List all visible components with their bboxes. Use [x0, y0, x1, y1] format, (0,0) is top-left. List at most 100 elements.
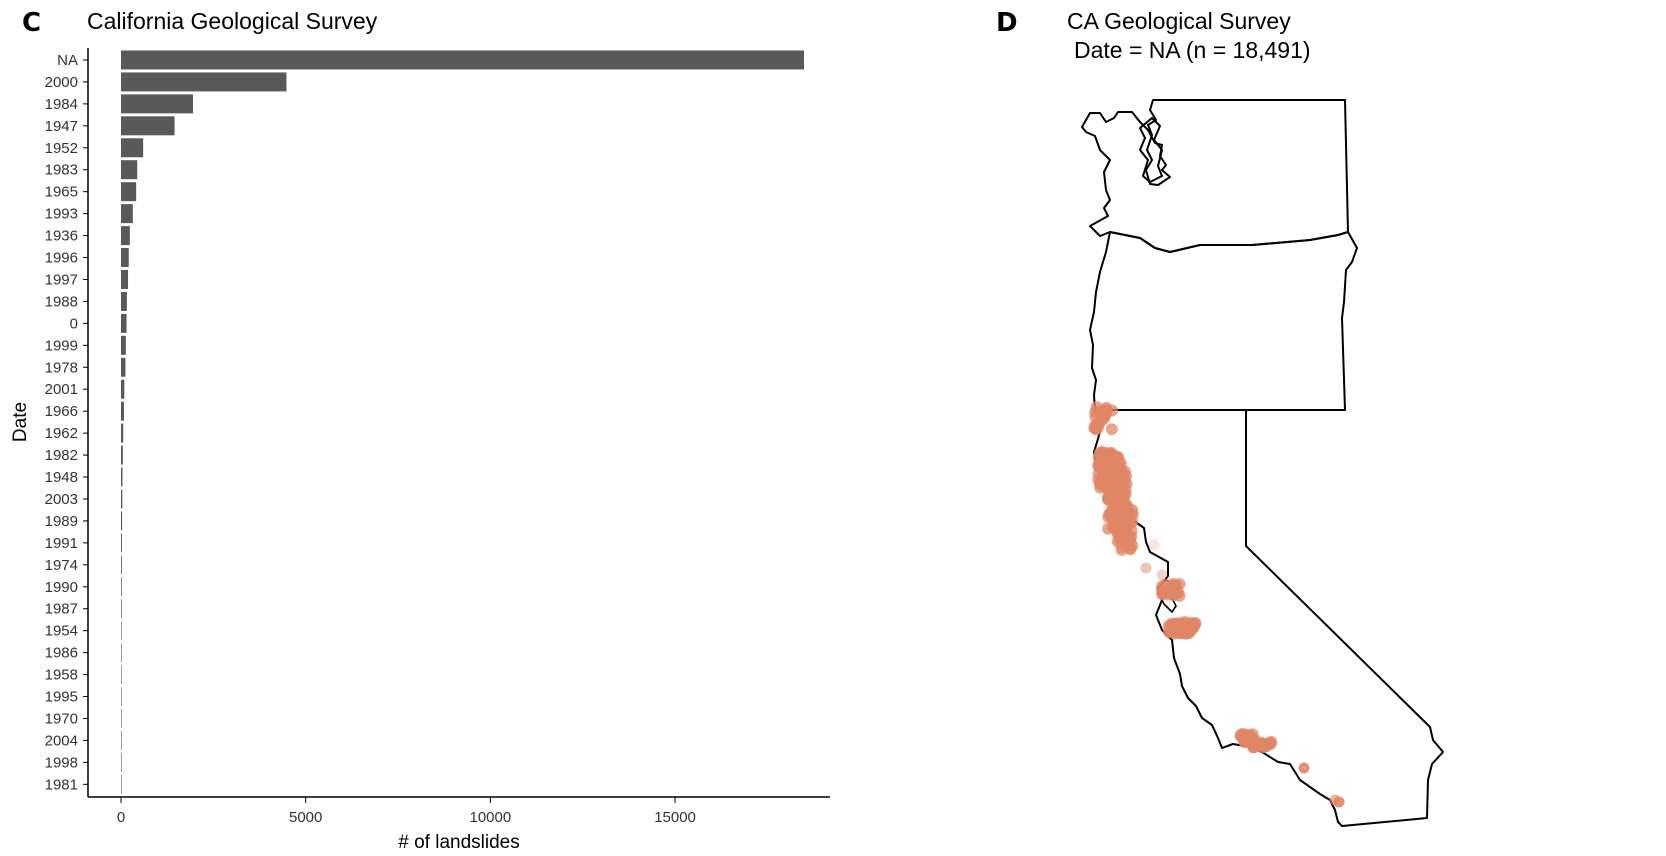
bar-1966 — [121, 401, 124, 421]
bar-1995 — [121, 687, 122, 707]
bar-NA — [121, 50, 804, 70]
bar-1948 — [121, 467, 123, 487]
x-axis-label: # of landslides — [398, 832, 519, 853]
landslide-point — [1140, 562, 1152, 574]
map-title-line1: CA Geological Survey — [1067, 8, 1291, 34]
x-tick-15000: 15000 — [654, 809, 696, 826]
landslide-point — [1329, 794, 1341, 806]
landslide-point — [1182, 627, 1195, 640]
landslide-point — [1108, 452, 1121, 465]
y-tick-1988: 1988 — [45, 293, 78, 310]
bar-1958 — [121, 665, 122, 685]
landslide-point — [1167, 578, 1180, 591]
bar-1996 — [121, 248, 129, 268]
y-tick-1996: 1996 — [45, 250, 78, 267]
bar-1983 — [121, 160, 138, 180]
bar-1987 — [121, 599, 122, 619]
bar-1990 — [121, 577, 122, 597]
y-axis-label: Date — [10, 402, 31, 442]
y-tick-1978: 1978 — [45, 359, 78, 376]
y-tick-1981: 1981 — [45, 776, 78, 793]
y-tick-1990: 1990 — [45, 579, 78, 596]
bar-1988 — [121, 291, 127, 311]
bar-1978 — [121, 357, 126, 377]
y-tick-1997: 1997 — [45, 271, 78, 288]
bar-1981 — [121, 774, 122, 794]
bar-0 — [121, 313, 127, 333]
landslide-point — [1189, 618, 1202, 631]
bar-1986 — [121, 643, 122, 663]
landslide-point — [1114, 478, 1127, 491]
landslide-points — [1088, 401, 1345, 808]
x-tick-10000: 10000 — [470, 809, 512, 826]
x-tick-labels: 0 5000 10000 15000 — [117, 797, 696, 826]
landslide-point — [1099, 446, 1112, 459]
y-tick-1936: 1936 — [45, 228, 78, 245]
map-west-coast — [1081, 99, 1444, 827]
bar-1974 — [121, 555, 122, 575]
y-tick-1965: 1965 — [45, 184, 78, 201]
washington-outline — [1081, 99, 1349, 253]
panel-d-letter: D — [996, 8, 1018, 38]
y-tick-1954: 1954 — [45, 623, 78, 640]
y-tick-1948: 1948 — [45, 469, 78, 486]
landslide-point — [1092, 460, 1105, 473]
bar-1982 — [121, 445, 123, 465]
landslide-point — [1265, 736, 1278, 749]
landslide-point — [1122, 538, 1135, 551]
bar-1984 — [121, 94, 194, 114]
y-tick-1958: 1958 — [45, 667, 78, 684]
y-tick-1952: 1952 — [45, 140, 78, 157]
map-title-line2: Date = NA (n = 18,491) — [1074, 37, 1311, 63]
bar-1993 — [121, 204, 133, 224]
y-tick-1983: 1983 — [45, 162, 78, 179]
landslide-point — [1156, 587, 1169, 600]
landslide-point — [1105, 423, 1118, 436]
bar-1954 — [121, 621, 122, 641]
y-tick-1947: 1947 — [45, 118, 78, 135]
y-tick-1989: 1989 — [45, 513, 78, 530]
bar-1998 — [121, 752, 122, 772]
puget-sound-outline — [1139, 117, 1163, 183]
x-tick-5000: 5000 — [289, 809, 322, 826]
bar-1989 — [121, 511, 123, 531]
y-tick-1962: 1962 — [45, 425, 78, 442]
bar-2001 — [121, 379, 125, 399]
y-tick-1974: 1974 — [45, 557, 78, 574]
california-outline — [1093, 409, 1444, 827]
bar-1952 — [121, 138, 144, 158]
bar-1962 — [121, 423, 124, 443]
bar-2003 — [121, 489, 123, 509]
y-tick-1970: 1970 — [45, 710, 78, 727]
bar-1936 — [121, 226, 130, 246]
y-tick-2001: 2001 — [45, 381, 78, 398]
y-tick-NA: NA — [57, 52, 78, 69]
bar-2000 — [121, 72, 287, 92]
landslide-point — [1156, 569, 1168, 581]
landslide-point — [1112, 508, 1125, 521]
landslide-point — [1256, 737, 1269, 750]
landslide-point — [1148, 539, 1160, 551]
landslide-point — [1099, 409, 1112, 422]
chart-title: California Geological Survey — [87, 8, 378, 34]
y-tick-1991: 1991 — [45, 535, 78, 552]
bar-1965 — [121, 182, 137, 202]
bar-1997 — [121, 269, 129, 289]
y-tick-1993: 1993 — [45, 206, 78, 223]
landslide-point — [1119, 488, 1132, 501]
oregon-outline — [1089, 231, 1358, 411]
y-tick-1995: 1995 — [45, 689, 78, 706]
bar-1947 — [121, 116, 175, 136]
y-tick-1966: 1966 — [45, 403, 78, 420]
y-tick-2000: 2000 — [45, 74, 78, 91]
landslide-point — [1121, 509, 1134, 522]
y-tick-2003: 2003 — [45, 491, 78, 508]
y-tick-1986: 1986 — [45, 645, 78, 662]
landslide-point — [1298, 762, 1310, 774]
landslide-point — [1091, 421, 1104, 434]
y-tick-1987: 1987 — [45, 601, 78, 618]
bar-1991 — [121, 533, 122, 553]
y-tick-1999: 1999 — [45, 337, 78, 354]
panel-c-letter: C — [22, 8, 41, 38]
